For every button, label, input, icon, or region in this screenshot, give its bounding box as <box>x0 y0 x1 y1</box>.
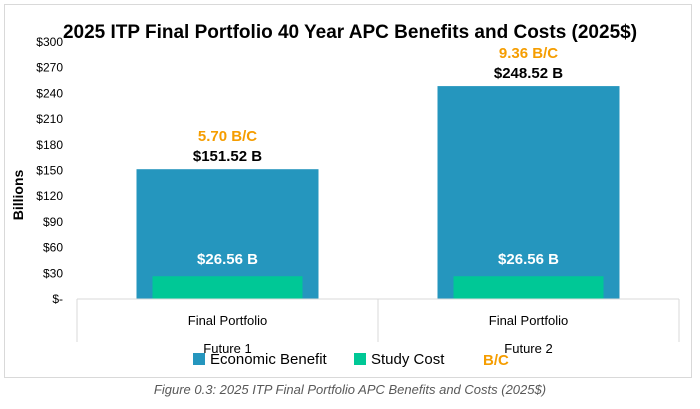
y-tick-label: $270 <box>36 61 63 75</box>
x-axis: Final Portfolio Future 1 Final Portfolio Fu… <box>76 298 680 356</box>
x-category-label: Final Portfolio <box>188 313 267 328</box>
chart-title: 2025 ITP Final Portfolio 40 Year APC Ben… <box>63 22 637 43</box>
y-tick-label: $180 <box>36 138 63 152</box>
y-tick-label: $90 <box>43 215 63 229</box>
study-cost-bar <box>453 276 604 299</box>
chart-frame: 2025 ITP Final Portfolio 40 Year APC Ben… <box>4 4 692 378</box>
figure-caption: Figure 0.3: 2025 ITP Final Portfolio APC… <box>153 382 547 397</box>
y-axis-title: Billions <box>10 170 26 221</box>
study-cost-value-label: $26.56 B <box>197 251 258 268</box>
bc-ratio-label: 9.36 B/C <box>499 45 558 62</box>
study-cost-value-label: $26.56 B <box>498 251 559 268</box>
x-category-label: Final Portfolio <box>489 313 568 328</box>
y-tick-label: $120 <box>36 189 63 203</box>
y-tick-label: $240 <box>36 86 63 100</box>
legend-label-study-cost: Study Cost <box>371 351 445 368</box>
chart-canvas: 2025 ITP Final Portfolio 40 Year APC Ben… <box>10 22 680 369</box>
economic-benefit-bar <box>437 86 620 299</box>
legend-label-bc: B/C <box>483 352 509 369</box>
y-tick-label: $150 <box>36 164 63 178</box>
legend-swatch-study-cost <box>354 353 366 365</box>
bars: $26.56 B $151.52 B 5.70 B/C $26.56 B $248.52… <box>136 45 620 299</box>
y-tick-label: $30 <box>43 266 63 280</box>
y-tick-label: $60 <box>43 241 63 255</box>
study-cost-bar <box>152 276 303 299</box>
economic-benefit-value-label: $248.52 B <box>494 65 563 82</box>
y-axis-ticks: $- $30 $60 $90 $120 $150 $180 $210 $240 $270 $300 <box>36 35 63 306</box>
bc-ratio-label: 5.70 B/C <box>198 128 257 145</box>
legend: Economic Benefit Study Cost B/C <box>193 351 509 369</box>
legend-label-economic-benefit: Economic Benefit <box>210 351 328 368</box>
y-tick-label: $300 <box>36 35 63 49</box>
x-group-label: Future 2 <box>504 341 552 356</box>
x-group-label: Future 1 <box>203 341 251 356</box>
y-tick-label: $210 <box>36 112 63 126</box>
economic-benefit-value-label: $151.52 B <box>193 148 262 165</box>
legend-swatch-economic-benefit <box>193 353 205 365</box>
y-tick-label: $- <box>52 292 63 306</box>
